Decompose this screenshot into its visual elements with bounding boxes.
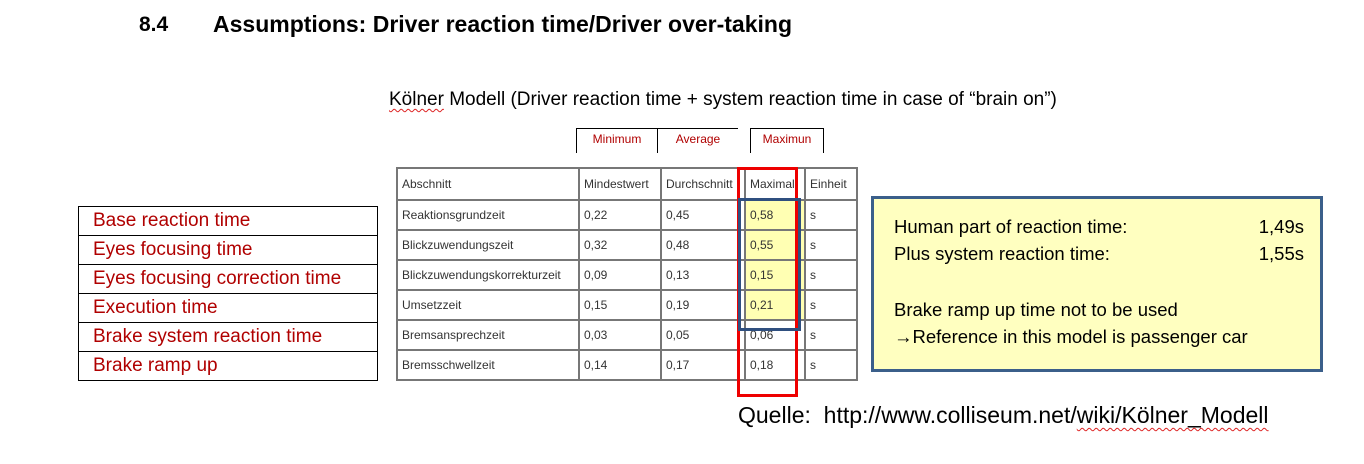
cell-avg: 0,45 xyxy=(660,199,746,231)
cell-avg: 0,13 xyxy=(660,259,746,291)
cell-unit: s xyxy=(804,259,858,291)
cell-min: 0,15 xyxy=(578,289,662,321)
cell-unit: s xyxy=(804,289,858,321)
label-brake-ramp-up: Brake ramp up xyxy=(78,351,378,381)
cell-abschnitt: Reaktionsgrundzeit xyxy=(396,199,580,231)
source-prefix: Quelle: xyxy=(738,402,824,428)
cell-unit: s xyxy=(804,319,858,351)
koelner-modell-table: Abschnitt Mindestwert Durchschnitt Maxim… xyxy=(396,167,858,381)
cell-avg: 0,19 xyxy=(660,289,746,321)
label-base-reaction: Base reaction time xyxy=(78,206,378,236)
section-title: Assumptions: Driver reaction time/Driver… xyxy=(213,11,792,37)
cell-min: 0,09 xyxy=(578,259,662,291)
human-reaction-label: Human part of reaction time: xyxy=(894,216,1128,237)
cell-unit: s xyxy=(804,229,858,261)
header-abschnitt: Abschnitt xyxy=(396,167,580,201)
label-execution: Execution time xyxy=(78,293,378,323)
cell-avg: 0,48 xyxy=(660,229,746,261)
subtitle-word-koelner: Kölner xyxy=(389,89,444,110)
cell-min: 0,22 xyxy=(578,199,662,231)
cell-avg: 0,17 xyxy=(660,349,746,381)
section-number: 8.4 xyxy=(139,13,169,36)
cell-abschnitt: Bremsschwellzeit xyxy=(396,349,580,381)
table-row: Bremsansprechzeit 0,03 0,05 0,06 s xyxy=(396,319,858,351)
system-reaction-label: Plus system reaction time: xyxy=(894,243,1110,264)
label-eyes-focusing: Eyes focusing time xyxy=(78,235,378,265)
table-row: Blickzuwendungskorrekturzeit 0,09 0,13 0… xyxy=(396,259,858,291)
cell-min: 0,32 xyxy=(578,229,662,261)
human-reaction-value: 1,49s xyxy=(1258,216,1304,237)
summary-box: Human part of reaction time: 1,49s Plus … xyxy=(871,196,1323,372)
label-brake-system-reaction: Brake system reaction time xyxy=(78,322,378,352)
source-citation: Quelle: http://www.colliseum.net/wiki/Kö… xyxy=(738,402,1269,429)
system-reaction-value: 1,55s xyxy=(1258,243,1304,264)
label-eyes-focusing-correction: Eyes focusing correction time xyxy=(78,264,378,294)
header-mindestwert: Mindestwert xyxy=(578,167,662,201)
annotation-maximum: Maximun xyxy=(750,128,824,153)
english-labels-list: Base reaction time Eyes focusing time Ey… xyxy=(78,206,378,381)
cell-unit: s xyxy=(804,349,858,381)
brake-ramp-note: Brake ramp up time not to be used xyxy=(894,299,1178,320)
table-row: Blickzuwendungszeit 0,32 0,48 0,55 s xyxy=(396,229,858,261)
cell-avg: 0,05 xyxy=(660,319,746,351)
subtitle-rest: Modell (Driver reaction time + system re… xyxy=(443,89,1057,110)
model-subtitle: Kölner Modell (Driver reaction time + sy… xyxy=(389,89,1057,111)
source-url: http://www.colliseum.net/ xyxy=(823,402,1077,428)
table-row: Umsetzzeit 0,15 0,19 0,21 s xyxy=(396,289,858,321)
reference-note: →Reference in this model is passenger ca… xyxy=(894,326,1248,347)
cell-unit: s xyxy=(804,199,858,231)
annotation-average: Average xyxy=(657,128,738,153)
cell-abschnitt: Blickzuwendungszeit xyxy=(396,229,580,261)
cell-abschnitt: Bremsansprechzeit xyxy=(396,319,580,351)
header-einheit: Einheit xyxy=(804,167,858,201)
cell-min: 0,03 xyxy=(578,319,662,351)
source-url-wiki: wiki/Kölner_Modell xyxy=(1076,402,1269,428)
human-part-highlight xyxy=(738,198,801,331)
cell-abschnitt: Umsetzzeit xyxy=(396,289,580,321)
table-row: Bremsschwellzeit 0,14 0,17 0,18 s xyxy=(396,349,858,381)
header-durchschnitt: Durchschnitt xyxy=(660,167,746,201)
annotation-minimum: Minimum xyxy=(576,128,657,153)
cell-abschnitt: Blickzuwendungskorrekturzeit xyxy=(396,259,580,291)
cell-min: 0,14 xyxy=(578,349,662,381)
